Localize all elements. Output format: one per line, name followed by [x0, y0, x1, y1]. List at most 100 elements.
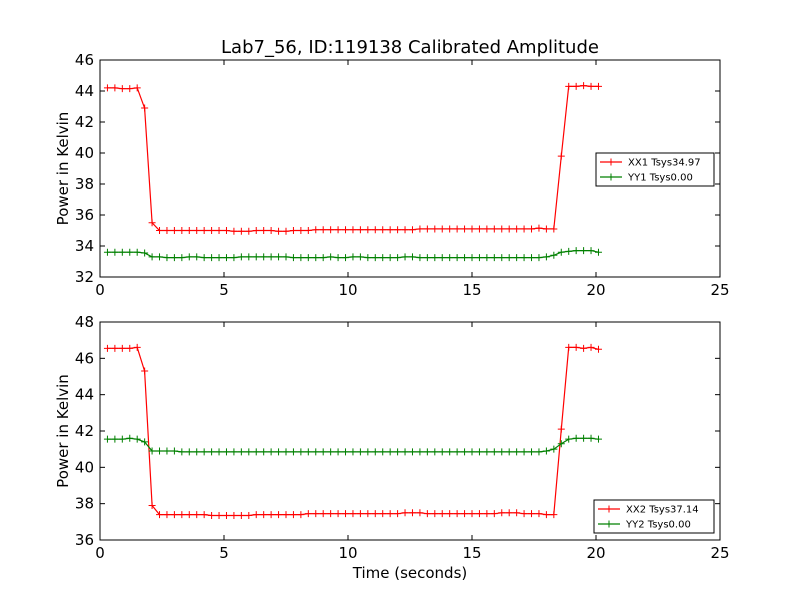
y-tick-label: 36 — [75, 206, 94, 224]
x-tick-label: 0 — [95, 281, 105, 299]
data-point — [587, 82, 595, 90]
data-point — [103, 84, 111, 92]
data-point — [520, 448, 528, 456]
data-point — [260, 511, 268, 519]
data-point — [505, 509, 513, 517]
data-point — [133, 343, 141, 351]
data-point — [252, 448, 260, 456]
data-point — [185, 448, 193, 456]
data-point — [594, 435, 602, 443]
data-point — [580, 344, 588, 352]
x-tick-label: 5 — [219, 544, 229, 562]
legend-label: YY2 Tsys0.00 — [625, 520, 691, 531]
data-point — [178, 511, 186, 519]
data-point — [401, 226, 409, 234]
data-point — [275, 227, 283, 235]
data-point — [275, 511, 283, 519]
data-point — [408, 253, 416, 261]
y-axis-label: Power in Kelvin — [54, 374, 72, 488]
data-point — [587, 343, 595, 351]
data-point — [594, 82, 602, 90]
data-point — [118, 85, 126, 93]
y-tick-label: 36 — [75, 531, 94, 549]
data-point — [133, 84, 141, 92]
data-point — [349, 510, 357, 518]
data-point — [453, 510, 461, 518]
data-point — [550, 225, 558, 233]
series-group — [103, 82, 602, 262]
data-point — [118, 344, 126, 352]
data-point — [208, 511, 216, 519]
data-point — [364, 448, 372, 456]
data-point — [193, 227, 201, 234]
data-point — [356, 226, 364, 234]
series-group — [103, 343, 602, 519]
data-point — [490, 510, 498, 518]
legend-marker — [605, 520, 613, 528]
data-point — [446, 225, 454, 233]
data-point — [535, 448, 543, 456]
data-point — [103, 435, 111, 443]
data-point — [416, 254, 424, 262]
data-point — [557, 425, 565, 433]
data-point — [245, 448, 253, 456]
data-point — [580, 82, 588, 90]
data-point — [111, 344, 119, 352]
data-point — [468, 510, 476, 518]
data-point — [528, 225, 536, 233]
data-point — [319, 510, 327, 518]
data-point — [386, 254, 394, 262]
data-point — [453, 225, 461, 233]
data-point — [565, 343, 573, 351]
data-point — [498, 225, 506, 233]
data-point — [141, 104, 149, 112]
data-point — [230, 254, 238, 262]
data-point — [513, 448, 521, 456]
data-point — [557, 440, 565, 448]
x-tick-label: 20 — [586, 281, 605, 299]
data-point — [542, 511, 550, 519]
data-point — [200, 511, 208, 519]
data-point — [408, 448, 416, 456]
data-point — [304, 448, 312, 456]
data-point — [282, 253, 290, 261]
data-point — [156, 253, 164, 261]
data-point — [565, 247, 573, 255]
data-point — [520, 510, 528, 518]
legend-box — [593, 499, 715, 534]
data-point — [483, 510, 491, 518]
data-point — [572, 343, 580, 351]
data-point — [542, 253, 550, 261]
data-point — [520, 225, 528, 233]
data-point — [141, 249, 149, 257]
data-point — [237, 227, 245, 235]
data-point — [572, 247, 580, 255]
data-point — [185, 511, 193, 519]
data-point — [319, 448, 327, 456]
data-point — [379, 226, 387, 234]
data-point — [550, 511, 558, 519]
data-point — [572, 434, 580, 442]
data-point — [327, 448, 335, 456]
data-point — [364, 226, 372, 234]
data-point — [297, 511, 305, 519]
data-point — [237, 448, 245, 456]
data-point — [431, 448, 439, 456]
data-point — [438, 448, 446, 456]
data-point — [498, 448, 506, 456]
tick-group: 0 5 10 15 20 25 36 38 40 42 44 46 48 — [75, 313, 730, 562]
data-point — [327, 253, 335, 261]
x-tick-label: 5 — [219, 281, 229, 299]
data-point — [364, 510, 372, 518]
data-point — [446, 448, 454, 456]
data-point — [371, 254, 379, 262]
x-tick-label: 10 — [338, 281, 357, 299]
data-point — [245, 511, 253, 519]
legend-label: XX1 Tsys34.97 — [628, 158, 701, 169]
y-tick-label: 38 — [75, 175, 94, 193]
data-point — [230, 511, 238, 519]
data-point — [267, 511, 275, 519]
data-point — [200, 254, 208, 262]
y-tick-label: 42 — [75, 113, 94, 131]
data-point — [557, 152, 565, 160]
